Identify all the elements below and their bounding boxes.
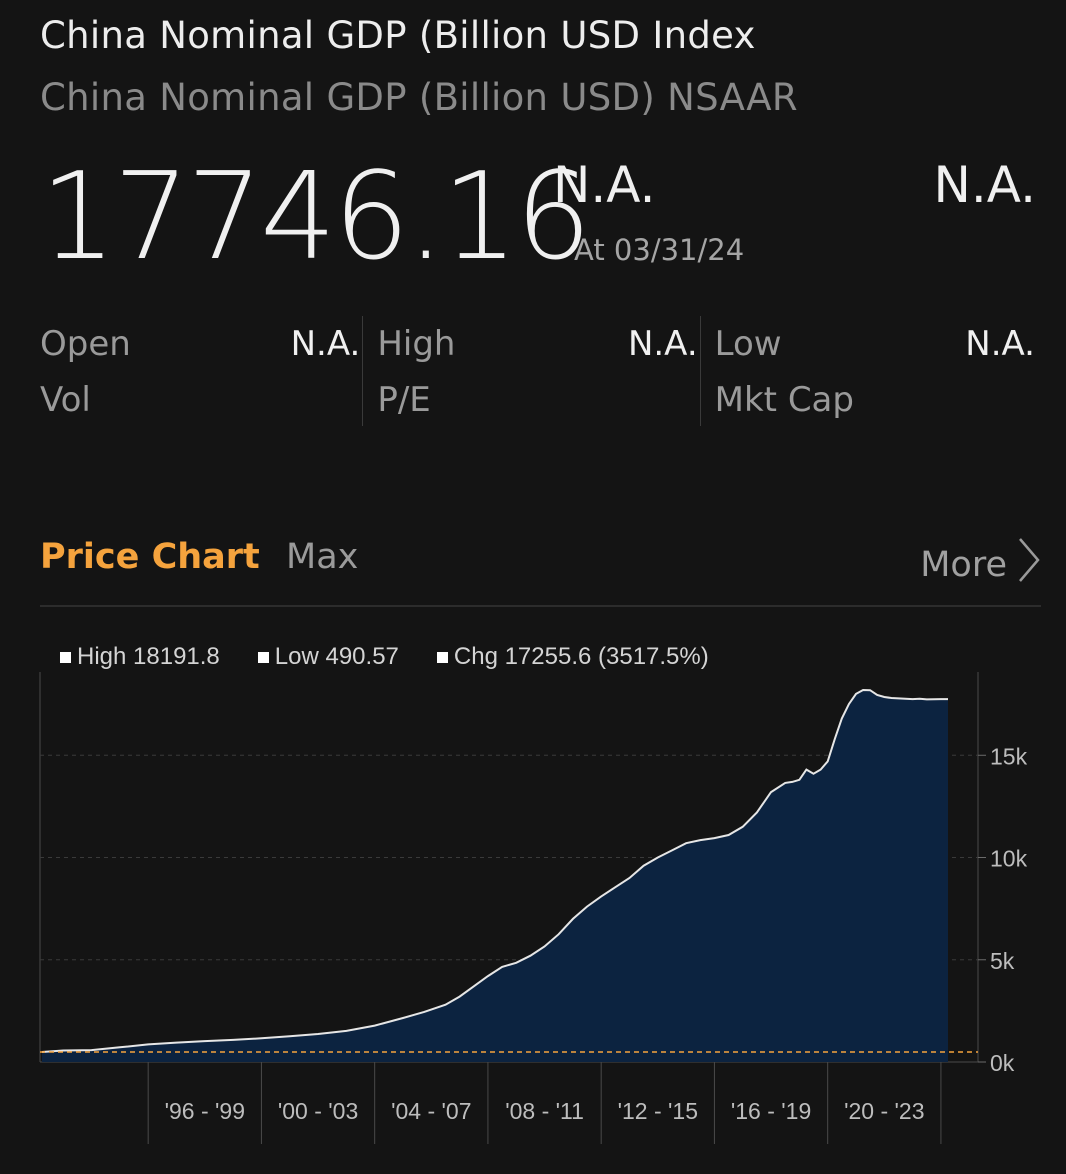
- more-label: More: [920, 544, 1007, 585]
- stat-label: High: [377, 324, 456, 364]
- gdp-line: [41, 688, 948, 1053]
- x-band-label: '20 - '23: [844, 1098, 924, 1124]
- last-price: 17746.16: [40, 148, 592, 287]
- legend-low: Low 490.57: [257, 640, 399, 674]
- change-absolute: N.A.: [553, 156, 656, 214]
- stat-open: Open N.A.: [40, 316, 362, 372]
- legend-marker: [257, 651, 269, 663]
- x-band-label: '16 - '19: [731, 1098, 811, 1124]
- chart-legend: High 18191.8 Low 490.57 Chg 17255.6 (351…: [60, 640, 709, 674]
- y-tick-label: 5k: [990, 948, 1015, 974]
- stat-mkt-cap: Mkt Cap: [715, 372, 1037, 428]
- change-percent: N.A.: [933, 156, 1036, 214]
- y-tick-label: 10k: [990, 846, 1028, 872]
- stat-value: N.A.: [290, 324, 361, 364]
- y-tick-label: 15k: [990, 743, 1028, 769]
- stat-low: Low N.A.: [715, 316, 1037, 372]
- legend-chg-label: Chg 17255.6 (3517.5%): [453, 643, 709, 670]
- more-button[interactable]: More: [920, 537, 1041, 592]
- tab-range-max[interactable]: Max: [286, 537, 359, 577]
- as-of-date: At 03/31/24: [574, 233, 745, 267]
- x-band-label: '12 - '15: [618, 1098, 698, 1124]
- stat-high: High N.A.: [377, 316, 699, 372]
- stats-grid: Open N.A. Vol High N.A. P/E Low N.A. Mkt…: [40, 316, 1037, 426]
- legend-marker: [436, 651, 448, 663]
- price-chart[interactable]: 0k 5k 10k 15k '96 - '99 '00 - '03 '04 - '07 '08…: [0, 672, 1066, 1152]
- stat-label: Vol: [40, 380, 91, 420]
- page-title: China Nominal GDP (Billion USD Index: [40, 14, 756, 57]
- legend-high-label: High 18191.8: [77, 643, 220, 670]
- chart-tabs: Price Chart Max More: [40, 532, 1041, 607]
- stat-vol: Vol: [40, 372, 362, 428]
- chevron-right-icon: [1017, 537, 1041, 592]
- stats-column: High N.A. P/E: [362, 316, 699, 426]
- y-tick-label: 0k: [990, 1050, 1015, 1076]
- stat-value: N.A.: [627, 324, 698, 364]
- stat-label: Open: [40, 324, 131, 364]
- x-band-label: '04 - '07: [391, 1098, 471, 1124]
- stat-pe: P/E: [377, 372, 699, 428]
- legend-high: High 18191.8: [60, 640, 220, 674]
- stat-label: Low: [714, 324, 782, 364]
- x-band-label: '00 - '03: [278, 1098, 358, 1124]
- legend-chg: Chg 17255.6 (3517.5%): [436, 640, 709, 674]
- stats-column: Low N.A. Mkt Cap: [699, 316, 1037, 428]
- stat-label: P/E: [377, 380, 431, 420]
- tab-price-chart[interactable]: Price Chart: [40, 537, 260, 577]
- stat-label: Mkt Cap: [714, 380, 854, 420]
- legend-marker: [60, 651, 71, 663]
- stat-value: N.A.: [965, 324, 1035, 364]
- stats-column: Open N.A. Vol: [40, 316, 362, 426]
- x-band-label: '08 - '11: [505, 1098, 584, 1124]
- page-subtitle: China Nominal GDP (Billion USD) NSAAR: [40, 76, 798, 119]
- legend-low-label: Low 490.57: [274, 643, 399, 670]
- x-band-label: '96 - '99: [165, 1098, 245, 1124]
- gdp-area: [42, 690, 948, 1062]
